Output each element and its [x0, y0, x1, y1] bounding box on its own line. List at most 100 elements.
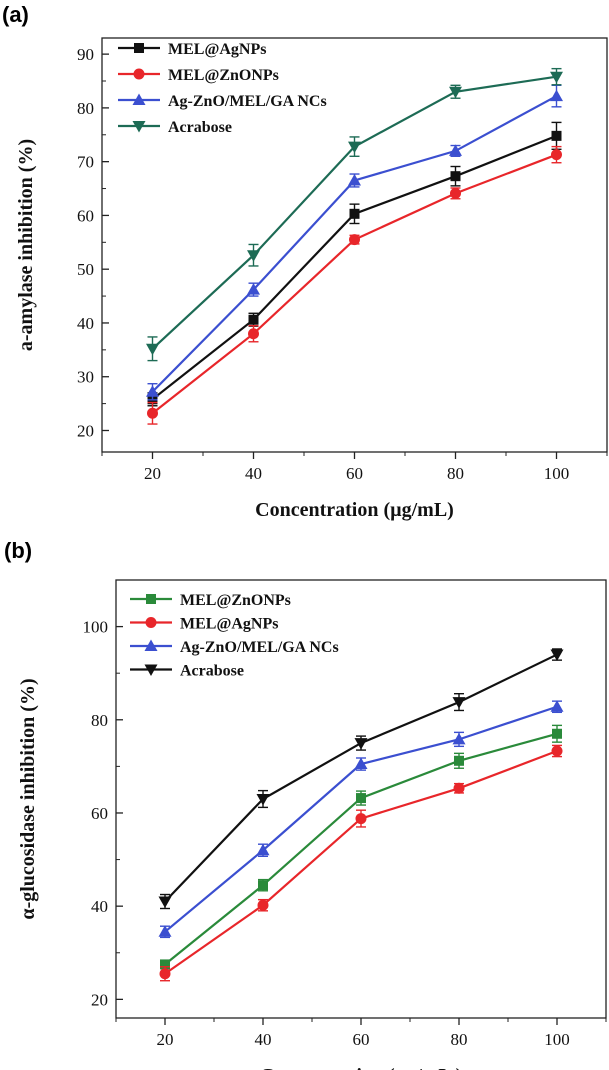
data-point	[256, 794, 270, 806]
x-tick-label: 80	[451, 1030, 468, 1049]
y-tick-label: 30	[77, 368, 94, 387]
legend-marker	[145, 617, 157, 628]
y-tick-label: 40	[91, 897, 108, 916]
legend-label: MEL@ZnONPs	[168, 67, 279, 84]
x-tick-label: 60	[353, 1030, 370, 1049]
series-line	[151, 153, 557, 415]
y-tick-label: 90	[77, 45, 94, 64]
data-point	[551, 745, 563, 757]
panel-label-a: (a)	[2, 2, 29, 27]
data-point	[256, 843, 270, 856]
data-point	[354, 757, 368, 770]
legend: MEL@ZnONPs MEL@AgNPs Ag-ZnO/MEL/GA NCs Acra…	[130, 592, 339, 680]
y-tick-label: 60	[77, 206, 94, 225]
data-point	[550, 649, 564, 662]
x-tick-label: 20	[144, 464, 161, 483]
data-point	[551, 149, 562, 161]
x-tick-label: 100	[544, 464, 570, 483]
series-mel-znonps	[160, 724, 562, 970]
x-tick-label: 60	[346, 464, 363, 483]
legend-label: MEL@ZnONPs	[180, 592, 291, 609]
y-tick-label: 20	[91, 990, 108, 1009]
y-tick-label: 80	[77, 99, 94, 118]
data-point	[452, 697, 466, 709]
x-axis-label: Concentration (µg/mL )	[260, 1065, 463, 1070]
data-point	[356, 793, 366, 804]
legend: MEL@AgNPs MEL@ZnONPs Ag-ZnO/MEL/GA NCs Acra…	[118, 41, 327, 136]
data-point	[158, 896, 172, 909]
data-point	[550, 71, 563, 84]
legend-marker	[144, 639, 158, 651]
data-point	[349, 234, 360, 246]
legend-marker	[146, 594, 156, 604]
series-line	[164, 749, 558, 975]
data-point	[248, 328, 259, 340]
x-tick-label: 40	[255, 1030, 272, 1049]
data-point	[248, 314, 259, 325]
data-point	[449, 144, 462, 156]
data-point	[247, 283, 260, 295]
data-point	[247, 250, 260, 262]
legend-marker	[132, 121, 146, 133]
data-point	[158, 925, 172, 937]
series-acrabose	[158, 648, 564, 910]
y-tick-label: 20	[77, 421, 94, 440]
data-point	[450, 171, 461, 182]
data-point	[348, 141, 361, 154]
legend-marker	[132, 93, 146, 105]
data-point	[552, 728, 562, 739]
legend-label: Ag-ZnO/MEL/GA NCs	[168, 93, 327, 110]
legend-label: MEL@AgNPs	[180, 616, 278, 633]
data-point	[454, 755, 464, 766]
data-point	[550, 700, 564, 712]
data-point	[349, 208, 360, 219]
panel-label-b: (b)	[4, 538, 32, 563]
legend-label: Ag-ZnO/MEL/GA NCs	[180, 639, 339, 656]
series-line	[164, 653, 558, 903]
chart-a: 20 30 40 50 60 70 80 90 20 40 60 80 100 Concentration…	[15, 37, 608, 521]
x-tick-label: 100	[544, 1030, 570, 1049]
chart-b: 20 40 60 80 100 20 40 60 80 100 Concentration (µg/…	[17, 579, 607, 1070]
y-tick-label: 40	[77, 314, 94, 333]
x-tick-label: 40	[245, 464, 262, 483]
data-point	[551, 130, 562, 141]
legend-marker	[144, 664, 158, 676]
data-point	[355, 813, 367, 825]
data-point	[449, 86, 462, 99]
data-point	[258, 880, 268, 891]
data-point	[147, 407, 158, 419]
legend-label: Acrabose	[180, 663, 244, 680]
series-mel-agnps	[159, 744, 563, 982]
legend-marker	[133, 68, 145, 80]
legend-label: MEL@AgNPs	[168, 41, 266, 58]
series-ag-zno-mel-ga-ncs	[146, 84, 563, 401]
data-point	[453, 782, 465, 794]
legend-marker	[134, 43, 144, 53]
series-ag-zno-mel-ga-ncs	[158, 700, 564, 939]
data-point	[160, 959, 170, 970]
data-point	[146, 385, 159, 397]
y-axis-label: a-amylase inhibition (%)	[15, 139, 37, 351]
y-tick-label: 70	[77, 153, 94, 172]
y-tick-label: 50	[77, 260, 94, 279]
data-point	[159, 968, 171, 980]
legend-label: Acrabose	[168, 119, 232, 136]
series-mel-agnps	[147, 121, 562, 407]
data-point	[550, 89, 563, 102]
series-mel-znonps	[147, 145, 562, 425]
y-tick-label: 80	[91, 711, 108, 730]
y-tick-label: 100	[83, 618, 109, 637]
x-axis-label: Concentration (µg/mL)	[255, 499, 454, 521]
data-point	[354, 738, 368, 750]
x-tick-label: 20	[157, 1030, 174, 1049]
data-point	[450, 187, 461, 199]
x-tick-label: 80	[447, 464, 464, 483]
data-point	[348, 173, 361, 186]
y-axis-label: α-glucosidase inhibition (%)	[17, 678, 39, 919]
y-tick-label: 60	[91, 804, 108, 823]
data-point	[146, 343, 159, 356]
data-point	[452, 732, 466, 745]
data-point	[257, 899, 269, 911]
series-acrabose	[146, 67, 563, 362]
